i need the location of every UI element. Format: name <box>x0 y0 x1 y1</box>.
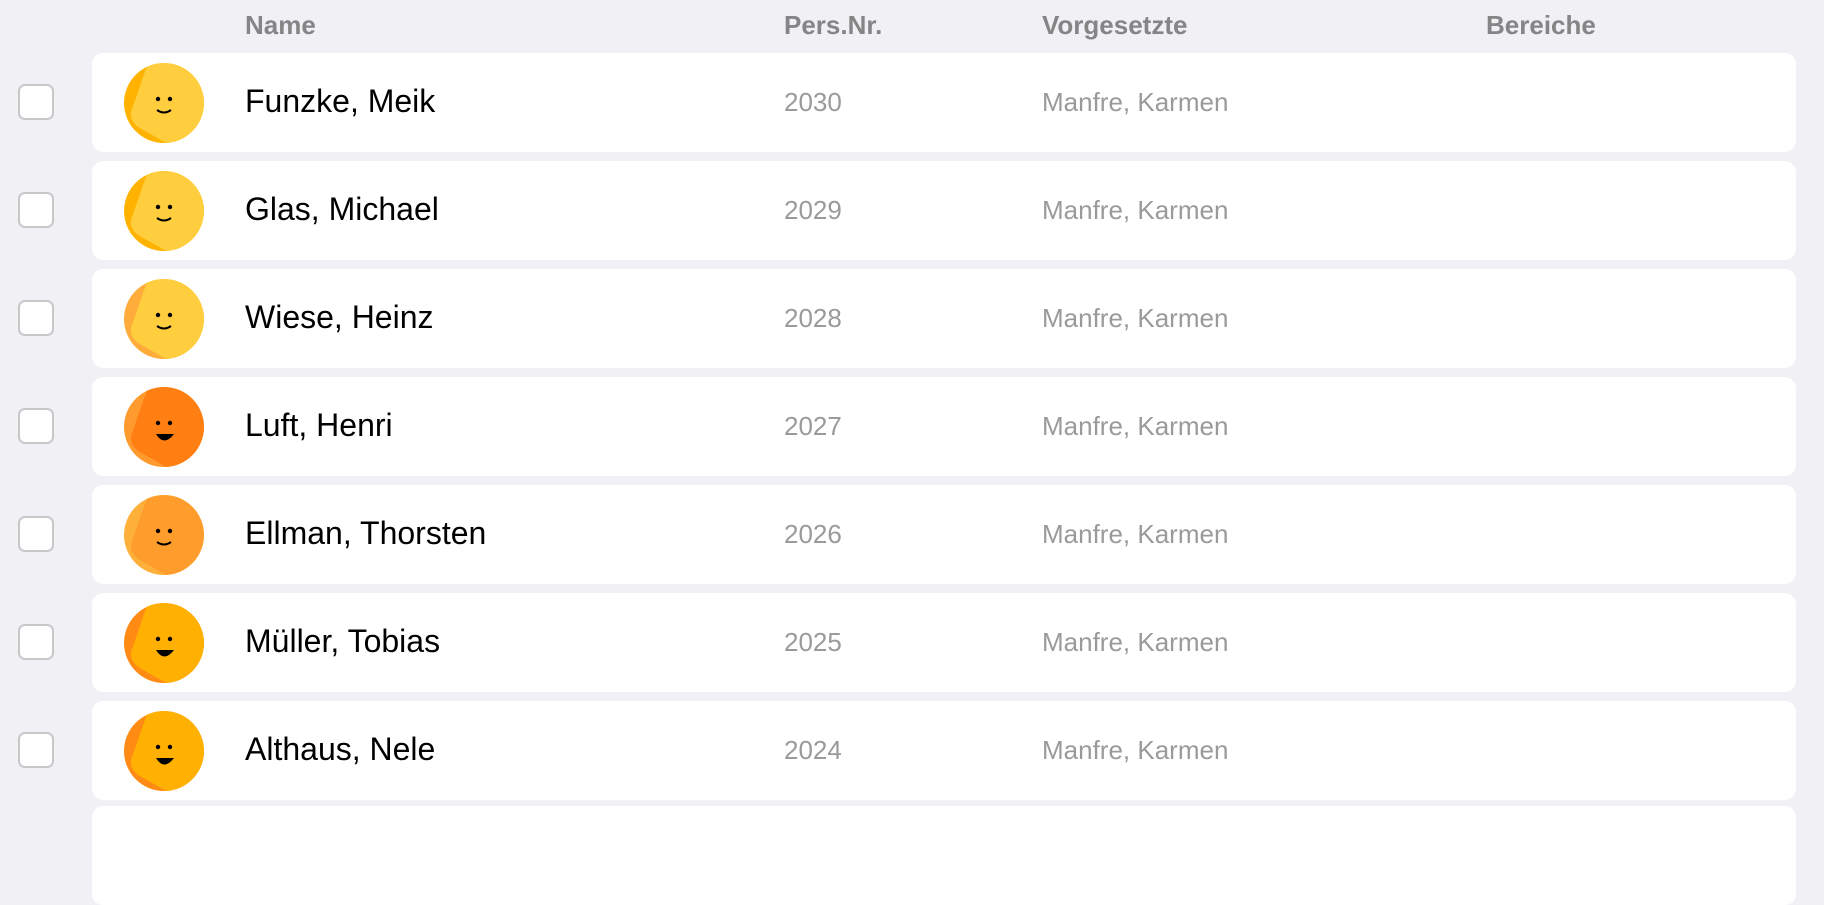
supervisor: Manfre, Karmen <box>1042 303 1229 333</box>
personnel-number: 2028 <box>784 303 842 333</box>
row-checkbox[interactable] <box>18 732 54 768</box>
employee-name: Funzke, Meik <box>245 83 436 119</box>
row-checkbox[interactable] <box>18 624 54 660</box>
supervisor: Manfre, Karmen <box>1042 87 1229 117</box>
table-row[interactable]: Wiese, Heinz 2028 Manfre, Karmen <box>92 269 1796 368</box>
supervisor: Manfre, Karmen <box>1042 411 1229 441</box>
row-checkbox[interactable] <box>18 300 54 336</box>
personnel-number: 2026 <box>784 519 842 549</box>
column-header-bereiche[interactable]: Bereiche <box>1486 10 1596 40</box>
avatar-smiley-icon <box>124 387 204 467</box>
column-header-name[interactable]: Name <box>245 10 316 40</box>
personnel-number: 2025 <box>784 627 842 657</box>
supervisor: Manfre, Karmen <box>1042 195 1229 225</box>
employee-name: Althaus, Nele <box>245 731 436 767</box>
table-row[interactable]: Luft, Henri 2027 Manfre, Karmen <box>92 377 1796 476</box>
table-row[interactable]: Althaus, Nele 2024 Manfre, Karmen <box>92 701 1796 800</box>
table-row[interactable]: Glas, Michael 2029 Manfre, Karmen <box>92 161 1796 260</box>
avatar-smiley-icon <box>124 603 204 683</box>
row-checkbox[interactable] <box>18 516 54 552</box>
avatar-smiley-icon <box>124 495 204 575</box>
employee-name: Wiese, Heinz <box>245 299 434 335</box>
employee-name: Glas, Michael <box>245 191 439 227</box>
supervisor: Manfre, Karmen <box>1042 735 1229 765</box>
avatar-smiley-icon <box>124 279 204 359</box>
avatar-smiley-icon <box>124 63 204 143</box>
row-checkbox[interactable] <box>18 408 54 444</box>
column-header-vorgesetzte[interactable]: Vorgesetzte <box>1042 10 1188 40</box>
employee-name: Luft, Henri <box>245 407 393 443</box>
table-row[interactable]: Funzke, Meik 2030 Manfre, Karmen <box>92 53 1796 152</box>
row-checkbox[interactable] <box>18 192 54 228</box>
avatar-smiley-icon <box>124 711 204 791</box>
avatar-smiley-icon <box>124 171 204 251</box>
personnel-number: 2027 <box>784 411 842 441</box>
row-checkbox[interactable] <box>18 84 54 120</box>
personnel-number: 2029 <box>784 195 842 225</box>
table-row[interactable]: Ellman, Thorsten 2026 Manfre, Karmen <box>92 485 1796 584</box>
personnel-number: 2030 <box>784 87 842 117</box>
table-row[interactable]: Müller, Tobias 2025 Manfre, Karmen <box>92 593 1796 692</box>
table-row-partial <box>92 806 1796 905</box>
employee-name: Müller, Tobias <box>245 623 441 659</box>
column-header-pers-nr[interactable]: Pers.Nr. <box>784 10 883 40</box>
supervisor: Manfre, Karmen <box>1042 627 1229 657</box>
employee-name: Ellman, Thorsten <box>245 515 487 551</box>
supervisor: Manfre, Karmen <box>1042 519 1229 549</box>
personnel-number: 2024 <box>784 735 842 765</box>
